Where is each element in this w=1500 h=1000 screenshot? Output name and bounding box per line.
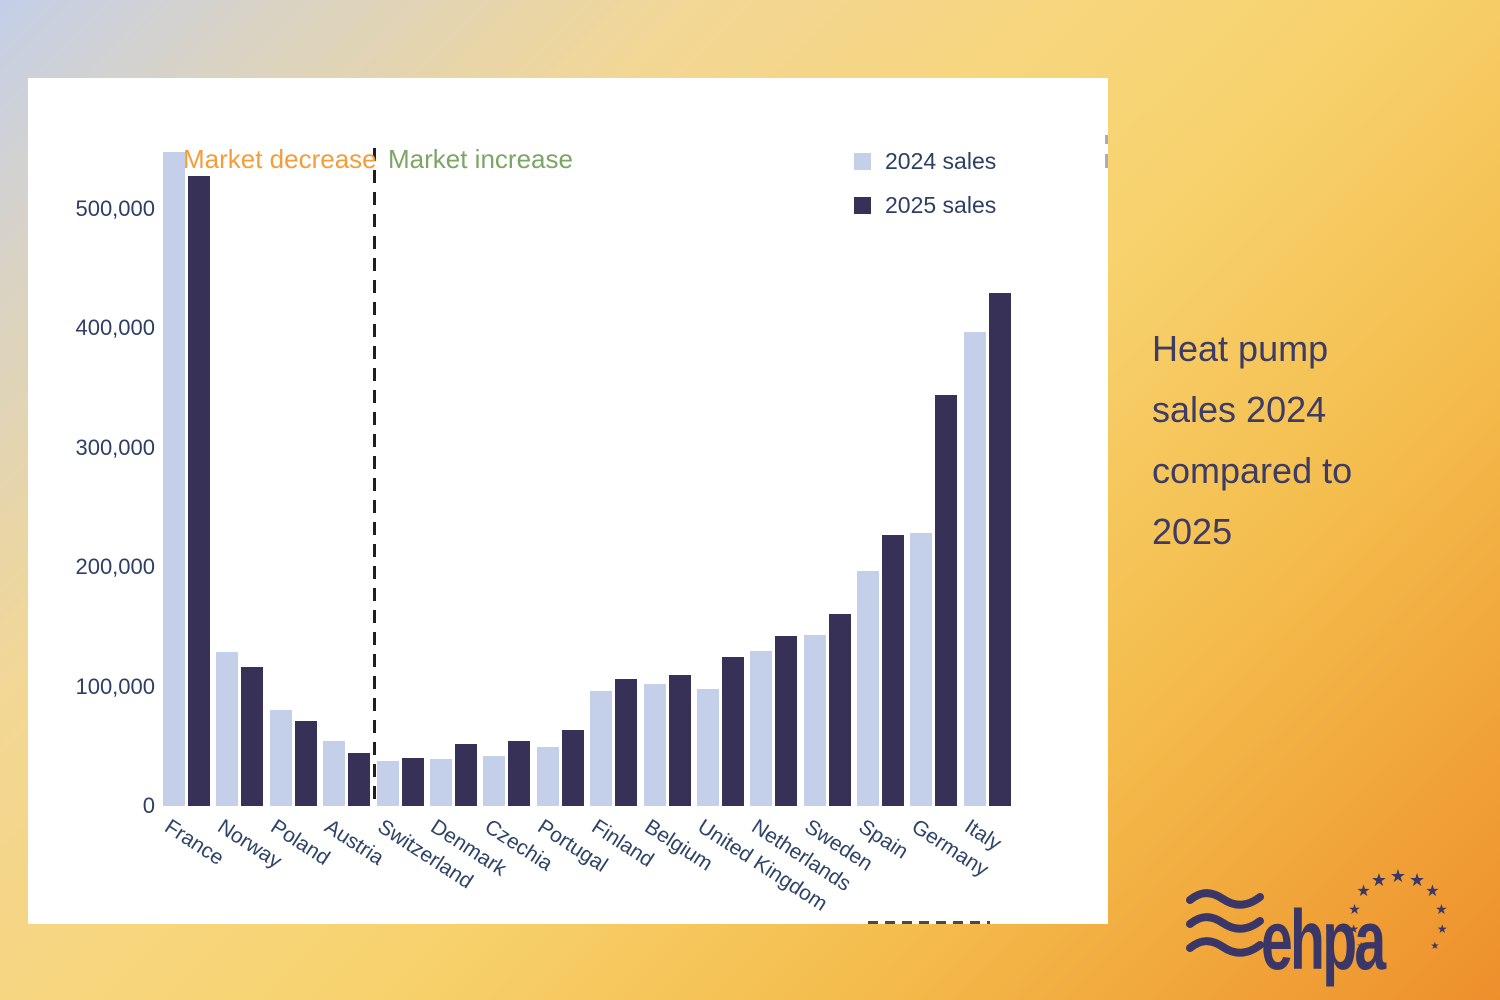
bar-2025-sales <box>561 730 584 806</box>
market-decrease-label: Market decrease <box>183 144 377 174</box>
page-title: Heat pump sales 2024 compared to 2025 <box>1152 328 1353 552</box>
bar-2024-sales <box>590 691 613 806</box>
x-tick-label: Austria <box>320 815 388 870</box>
y-tick-label: 500,000 <box>75 195 155 221</box>
ehpa-wordmark: ehpa <box>1261 893 1386 987</box>
market-separator-dashed-line <box>373 148 376 806</box>
bar-2025-sales <box>668 675 691 806</box>
bar-2025-sales <box>294 721 317 806</box>
legend-item: 2025 sales <box>854 192 996 219</box>
bar-group-denmark: Denmark <box>427 146 511 881</box>
bar-2024-sales <box>857 571 880 806</box>
bar-group-czechia: Czechia <box>480 146 556 876</box>
bar-group-norway: Norway <box>213 146 286 873</box>
edge-artifact <box>1105 154 1108 168</box>
star-icon: ★ <box>1356 940 1366 952</box>
bar-2025-sales <box>348 753 371 806</box>
bar-2025-sales <box>935 395 958 806</box>
bar-2025-sales <box>615 679 638 806</box>
bar-2025-sales <box>988 293 1011 806</box>
star-icon: ★ <box>1370 870 1388 891</box>
bar-group-italy: Italy <box>961 146 1011 855</box>
legend-label: 2025 sales <box>885 192 997 218</box>
bar-group-sweden: Sweden <box>801 146 877 876</box>
bar-2024-sales <box>323 741 346 806</box>
bar-2025-sales <box>508 741 531 806</box>
legend-swatch-icon <box>854 153 871 170</box>
ehpa-logo: ehpa ★ ★ ★ ★ ★ ★ ★ ★ ★ ★ ★ <box>1185 862 1455 992</box>
bar-2024-sales <box>910 533 933 806</box>
legend-swatch-icon <box>854 197 871 214</box>
bar-group-spain: Spain <box>854 146 912 864</box>
legend-item: 2024 sales <box>854 148 996 175</box>
bar-2025-sales <box>241 667 264 806</box>
star-icon: ★ <box>1435 901 1448 918</box>
bar-2024-sales <box>429 759 452 806</box>
market-increase-label: Market increase <box>388 144 573 174</box>
bar-group-switzerland: Switzerland <box>374 146 477 893</box>
waves-icon <box>1186 889 1264 957</box>
star-icon: ★ <box>1430 940 1440 952</box>
star-icon: ★ <box>1348 901 1361 918</box>
y-tick-label: 0 <box>142 793 155 818</box>
clipped-text-artifact <box>868 921 990 924</box>
bar-2025-sales <box>828 614 851 806</box>
bar-2024-sales <box>216 652 239 806</box>
star-icon: ★ <box>1408 870 1426 891</box>
star-icon: ★ <box>1348 921 1360 936</box>
star-icon: ★ <box>1356 883 1371 901</box>
chart-legend: 2024 sales 2025 sales <box>854 148 996 236</box>
bar-2024-sales <box>696 689 719 806</box>
bar-group-france: France <box>160 146 227 870</box>
bar-2024-sales <box>536 747 559 806</box>
star-icon: ★ <box>1425 883 1440 901</box>
bar-plot-area: France Norway Poland Austria Switzerland Denm… <box>160 146 1011 916</box>
star-icon: ★ <box>1389 866 1407 886</box>
y-tick-label: 200,000 <box>75 554 155 579</box>
bar-2024-sales <box>376 761 399 806</box>
y-tick-label: 100,000 <box>75 673 155 699</box>
bar-2024-sales <box>269 710 292 806</box>
bar-2025-sales <box>454 744 477 806</box>
star-icon: ★ <box>1436 921 1448 936</box>
x-tick-label: France <box>159 815 228 870</box>
bar-2024-sales <box>750 651 773 806</box>
bar-2024-sales <box>483 756 506 806</box>
bar-2025-sales <box>401 758 424 806</box>
bar-2024-sales <box>803 635 826 806</box>
bar-group-austria: Austria <box>320 146 387 870</box>
chart-card: 0 100,000 200,000 300,000 400,000 500,000 Mar… <box>28 78 1108 924</box>
bar-group-poland: Poland <box>267 146 334 870</box>
bar-group-united-kingdom: United Kingdom <box>694 146 832 916</box>
bar-group-belgium: Belgium <box>640 146 717 876</box>
edge-artifact <box>1105 135 1108 144</box>
bar-2024-sales <box>963 332 986 806</box>
legend-label: 2024 sales <box>885 148 997 174</box>
bar-group-netherlands: Netherlands <box>747 146 855 896</box>
bar-2024-sales <box>163 152 185 806</box>
y-tick-label: 300,000 <box>75 434 155 460</box>
bar-group-germany: Germany <box>907 146 992 881</box>
bar-2025-sales <box>188 176 210 806</box>
bar-2025-sales <box>882 535 905 806</box>
bar-2025-sales <box>721 657 744 806</box>
bar-2024-sales <box>643 684 666 806</box>
bar-2025-sales <box>775 636 798 806</box>
bar-group-portugal: Portugal <box>534 146 612 877</box>
bar-group-finland: Finland <box>587 146 657 872</box>
y-tick-label: 400,000 <box>75 315 155 340</box>
